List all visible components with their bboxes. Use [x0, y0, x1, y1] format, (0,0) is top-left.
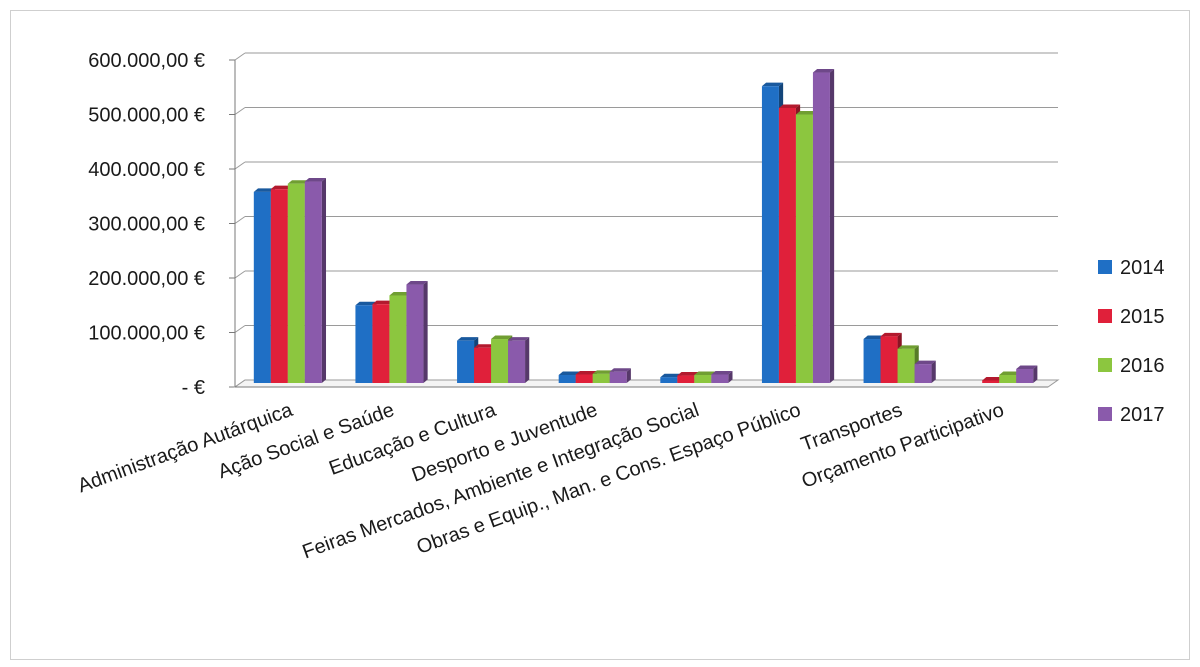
bar-top: [270, 185, 293, 190]
y-tick-label: 600.000,00 €: [88, 50, 205, 72]
x-category-label: Ação Social e Saúde: [215, 399, 397, 483]
bar-2014: [660, 377, 678, 383]
bar-2014: [355, 305, 373, 383]
bar-top: [677, 372, 699, 376]
legend-swatch-2016: [1098, 358, 1112, 372]
bar-2017: [406, 284, 424, 383]
bar-2015: [778, 107, 796, 384]
y-tick-label: 400.000,00 €: [88, 159, 205, 181]
bar-2015: [474, 347, 492, 383]
bar-side: [423, 281, 428, 383]
bar-top: [491, 335, 513, 340]
bar-top: [609, 368, 631, 372]
y-tick-label: 100.000,00 €: [88, 323, 205, 345]
bar-side: [931, 360, 936, 383]
bar-top: [660, 373, 682, 378]
bar-side: [728, 370, 733, 383]
bar-2017: [1016, 369, 1034, 383]
legend-swatch-2014: [1098, 260, 1112, 274]
legend-label-2014: 2014: [1120, 257, 1165, 279]
bar-2017: [914, 364, 932, 383]
gridline-depth: [234, 52, 246, 61]
bar-2014: [863, 339, 881, 383]
bar-2016: [694, 375, 712, 383]
bar-2017: [711, 374, 729, 383]
legend-swatch-2017: [1098, 407, 1112, 421]
bar-2014: [253, 191, 271, 383]
bar-top: [761, 82, 784, 87]
bar-2015: [270, 189, 288, 383]
bar-side: [626, 368, 631, 383]
bar-top: [304, 178, 327, 182]
bar-top: [694, 371, 716, 376]
bar-2014: [558, 375, 576, 383]
legend-label-2017: 2017: [1120, 404, 1165, 426]
gridline-depth: [234, 270, 246, 279]
gridline-depth: [234, 325, 246, 333]
bar-top: [592, 370, 614, 374]
bar-2014: [761, 86, 779, 383]
bar-2016: [592, 373, 610, 383]
y-tick-label: 200.000,00 €: [88, 268, 205, 290]
bar-top: [287, 180, 310, 184]
bar-2015: [575, 374, 593, 383]
bar-top: [880, 332, 902, 337]
bar-2015: [982, 380, 1000, 383]
bar-2016: [389, 295, 407, 383]
bar-top: [795, 111, 818, 115]
bar-side: [829, 69, 835, 383]
bar-2015: [677, 375, 695, 383]
bar-2015: [372, 304, 390, 383]
bar-2016: [287, 183, 305, 383]
bar-top: [389, 291, 411, 296]
chart-frame: [10, 10, 1190, 660]
bar-2016: [897, 348, 915, 383]
legend-label-2015: 2015: [1120, 306, 1165, 328]
bar-top: [897, 345, 919, 349]
bar-2016: [491, 339, 509, 383]
legend-label-2016: 2016: [1120, 355, 1165, 377]
bar-top: [914, 360, 936, 365]
bar-2017: [609, 371, 627, 383]
y-tick-label: 500.000,00 €: [88, 105, 205, 127]
bar-top: [982, 376, 1004, 381]
bar-top: [575, 370, 597, 375]
bar-top: [457, 337, 479, 341]
gridline-depth: [234, 161, 246, 170]
bar-top: [474, 344, 496, 348]
bar-2015: [880, 336, 898, 383]
bar-top: [406, 281, 428, 285]
y-tick-label: - €: [182, 377, 205, 399]
bar-side: [525, 337, 530, 383]
bar-top: [812, 69, 835, 73]
bar-top: [863, 335, 885, 340]
bar-2017: [508, 340, 526, 383]
bar-side: [1033, 365, 1038, 383]
y-tick-label: 300.000,00 €: [88, 214, 205, 236]
bar-2017: [812, 72, 830, 383]
bar-top: [1016, 365, 1038, 370]
bar-side: [321, 178, 327, 383]
bar-2014: [457, 340, 475, 383]
bar-2017: [304, 181, 322, 383]
bar-2016: [795, 114, 813, 383]
bar-2016: [999, 375, 1017, 383]
bar-top: [253, 188, 276, 192]
bar-top: [999, 371, 1021, 376]
bar-top: [711, 370, 733, 375]
gridline-depth: [234, 216, 246, 224]
bar-top: [558, 371, 580, 376]
bar-top: [372, 300, 394, 305]
bar-top: [355, 301, 377, 306]
legend-swatch-2015: [1098, 309, 1112, 323]
gridline-depth: [234, 107, 246, 115]
bar-top: [508, 337, 530, 341]
bar-top: [778, 104, 801, 108]
